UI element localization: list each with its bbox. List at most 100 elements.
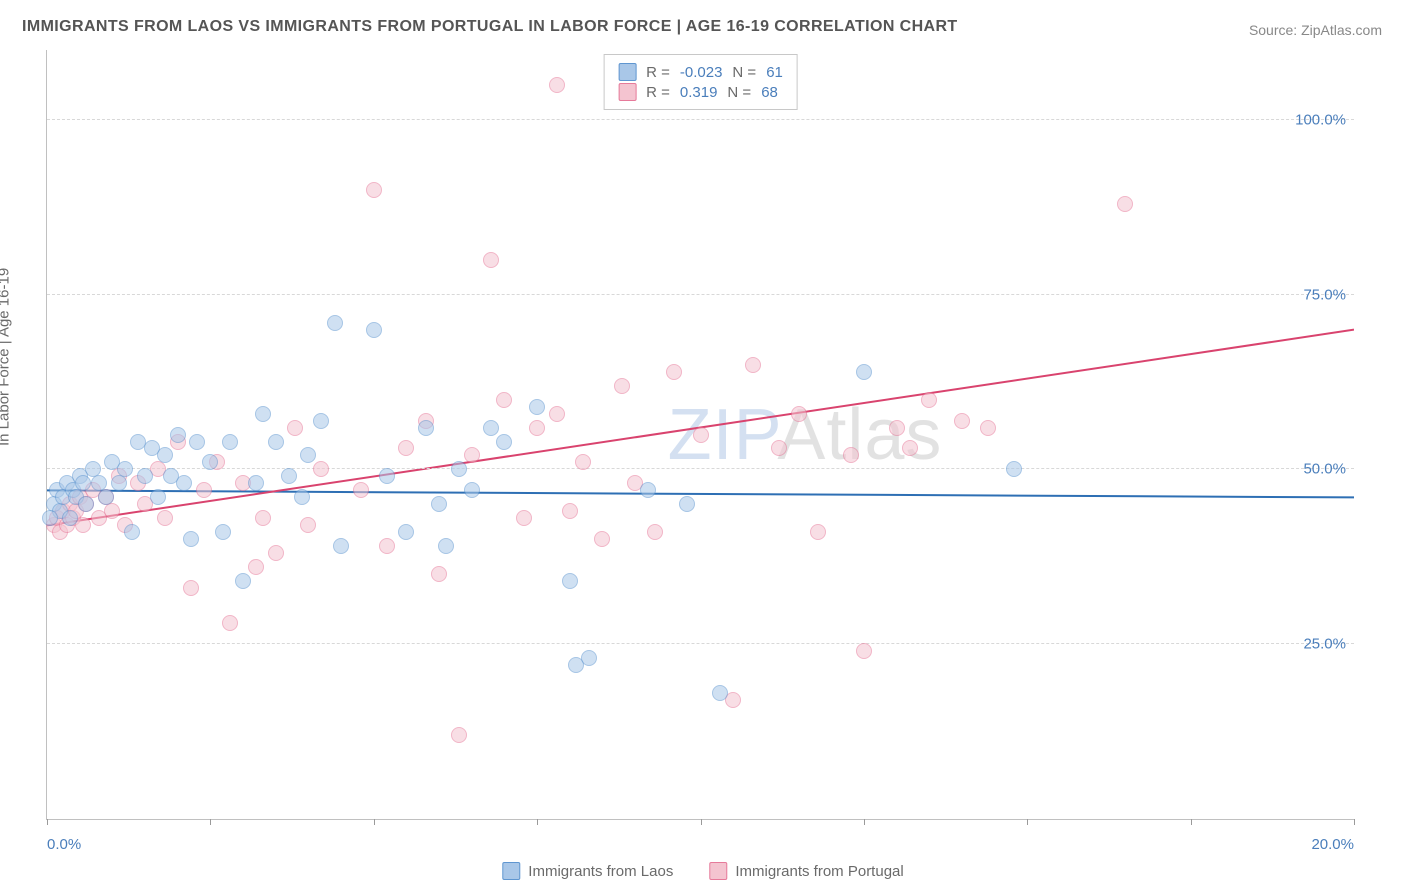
n-value-portugal: 68	[761, 84, 778, 101]
gridline	[47, 468, 1354, 469]
point-portugal	[745, 357, 761, 373]
point-portugal	[549, 406, 565, 422]
point-portugal	[647, 524, 663, 540]
point-laos	[235, 573, 251, 589]
gridline	[47, 119, 1354, 120]
point-laos	[42, 510, 58, 526]
x-tick	[210, 819, 211, 825]
swatch-portugal	[709, 862, 727, 880]
point-laos	[398, 524, 414, 540]
x-tick	[1027, 819, 1028, 825]
y-axis-label: In Labor Force | Age 16-19	[0, 268, 13, 446]
legend-row-portugal: R = 0.319 N = 68	[618, 83, 783, 101]
point-laos	[496, 434, 512, 450]
point-laos	[418, 420, 434, 436]
point-laos	[170, 427, 186, 443]
point-portugal	[104, 503, 120, 519]
point-laos	[562, 573, 578, 589]
gridline	[47, 294, 1354, 295]
point-laos	[366, 322, 382, 338]
point-laos	[294, 489, 310, 505]
r-value-portugal: 0.319	[680, 84, 718, 101]
point-portugal	[594, 531, 610, 547]
point-portugal	[196, 482, 212, 498]
n-value-laos: 61	[766, 64, 783, 81]
point-portugal	[516, 510, 532, 526]
point-portugal	[902, 440, 918, 456]
legend-item-laos: Immigrants from Laos	[502, 862, 673, 880]
point-laos	[222, 434, 238, 450]
watermark: ZIPAtlas	[668, 394, 943, 476]
point-laos	[150, 489, 166, 505]
point-laos	[333, 538, 349, 554]
x-tick	[374, 819, 375, 825]
point-portugal	[157, 510, 173, 526]
point-portugal	[398, 440, 414, 456]
point-laos	[78, 496, 94, 512]
point-laos	[75, 475, 91, 491]
point-laos	[712, 685, 728, 701]
point-laos	[137, 468, 153, 484]
point-laos	[215, 524, 231, 540]
point-laos	[202, 454, 218, 470]
series-legend: Immigrants from Laos Immigrants from Por…	[502, 862, 903, 880]
point-portugal	[379, 538, 395, 554]
x-tick	[701, 819, 702, 825]
x-tick	[47, 819, 48, 825]
point-portugal	[791, 406, 807, 422]
y-tick-label: 75.0%	[1303, 286, 1346, 303]
point-laos	[438, 538, 454, 554]
point-laos	[268, 434, 284, 450]
point-portugal	[222, 615, 238, 631]
point-portugal	[856, 643, 872, 659]
point-laos	[379, 468, 395, 484]
point-portugal	[980, 420, 996, 436]
point-portugal	[1117, 196, 1133, 212]
correlation-legend: R = -0.023 N = 61 R = 0.319 N = 68	[603, 54, 798, 110]
legend-item-portugal: Immigrants from Portugal	[709, 862, 903, 880]
point-portugal	[483, 252, 499, 268]
point-laos	[255, 406, 271, 422]
x-tick-label: 20.0%	[1311, 836, 1354, 853]
x-tick	[1354, 819, 1355, 825]
point-portugal	[843, 447, 859, 463]
r-label: R =	[646, 84, 670, 101]
point-portugal	[954, 413, 970, 429]
point-portugal	[496, 392, 512, 408]
y-tick-label: 50.0%	[1303, 461, 1346, 478]
point-laos	[124, 524, 140, 540]
point-laos	[451, 461, 467, 477]
legend-label-laos: Immigrants from Laos	[528, 863, 673, 880]
point-laos	[581, 650, 597, 666]
point-laos	[313, 413, 329, 429]
n-label: N =	[732, 64, 756, 81]
point-laos	[189, 434, 205, 450]
point-portugal	[300, 517, 316, 533]
point-portugal	[666, 364, 682, 380]
point-laos	[117, 461, 133, 477]
swatch-laos	[618, 63, 636, 81]
point-laos	[327, 315, 343, 331]
scatter-plot-area: ZIPAtlas R = -0.023 N = 61 R = 0.319 N =…	[46, 50, 1354, 820]
chart-title: IMMIGRANTS FROM LAOS VS IMMIGRANTS FROM …	[22, 18, 958, 36]
point-portugal	[255, 510, 271, 526]
swatch-portugal	[618, 83, 636, 101]
legend-label-portugal: Immigrants from Portugal	[735, 863, 903, 880]
point-portugal	[431, 566, 447, 582]
point-laos	[640, 482, 656, 498]
y-tick-label: 25.0%	[1303, 636, 1346, 653]
point-laos	[98, 489, 114, 505]
point-portugal	[810, 524, 826, 540]
point-portugal	[451, 727, 467, 743]
point-portugal	[287, 420, 303, 436]
legend-row-laos: R = -0.023 N = 61	[618, 63, 783, 81]
n-label: N =	[727, 84, 751, 101]
point-laos	[483, 420, 499, 436]
point-laos	[856, 364, 872, 380]
point-laos	[464, 482, 480, 498]
point-portugal	[549, 77, 565, 93]
x-tick	[1191, 819, 1192, 825]
point-portugal	[248, 559, 264, 575]
y-tick-label: 100.0%	[1295, 111, 1346, 128]
point-laos	[183, 531, 199, 547]
